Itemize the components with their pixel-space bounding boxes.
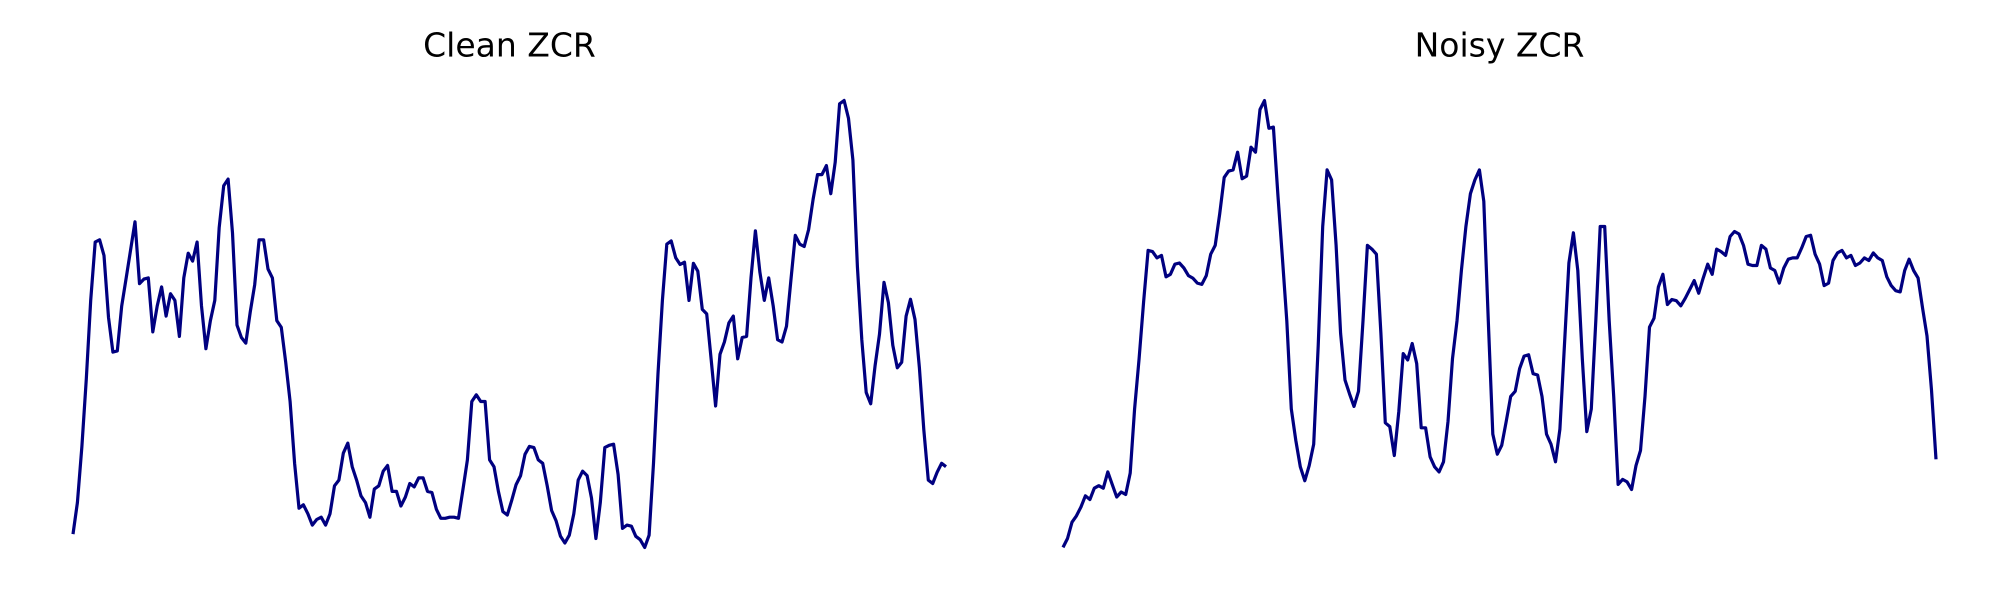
chart-title: Clean ZCR	[423, 26, 596, 65]
data-line	[1061, 99, 1938, 549]
chart-title: Noisy ZCR	[1415, 26, 1585, 65]
data-line	[71, 98, 947, 550]
